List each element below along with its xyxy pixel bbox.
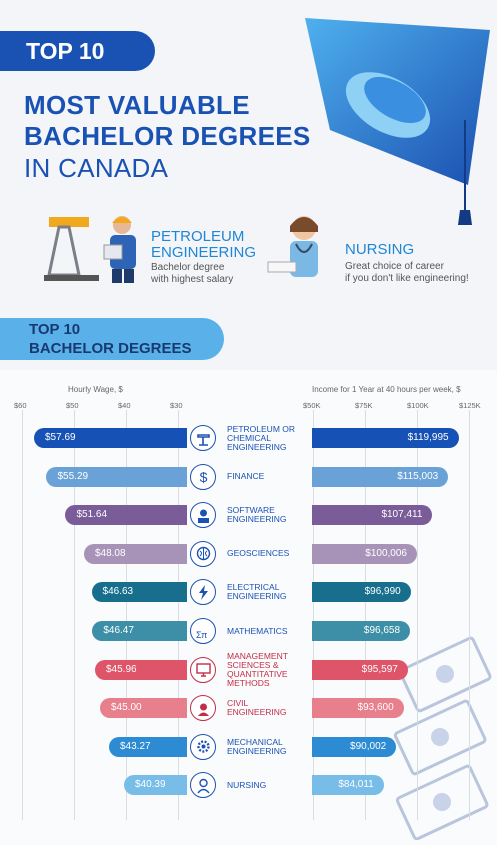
hourly-wage-bar: $48.08 xyxy=(83,543,187,564)
nursing-feature-desc: Great choice of career if you don't like… xyxy=(345,261,469,284)
left-gridline xyxy=(22,410,23,820)
annual-income-bar: $119,995 xyxy=(312,428,459,448)
money-bills-decoration xyxy=(393,636,492,840)
category-label: FINANCE xyxy=(227,471,265,482)
section-line-2: BACHELOR DEGREES xyxy=(29,340,192,357)
annual-income-bar: $95,597 xyxy=(312,659,408,680)
right-gridline xyxy=(469,410,470,820)
category-label: PETROLEUM OR CHEMICAL ENGINEERING xyxy=(227,423,296,452)
left-tick-label: $30 xyxy=(170,401,183,410)
dollar-icon: $ xyxy=(190,463,216,490)
category-label: ELECTRICAL ENGINEERING xyxy=(227,582,287,602)
category-label: CIVIL ENGINEERING xyxy=(227,698,287,718)
graduation-cap-icon xyxy=(305,18,490,225)
oil-worker-illustration xyxy=(44,216,136,283)
annual-income-bar: $96,990 xyxy=(312,582,411,603)
title-line-3: IN CANADA xyxy=(24,153,169,183)
nurse-illustration xyxy=(267,216,318,277)
category-label: GEOSCIENCES xyxy=(227,548,290,559)
hourly-wage-bar: $55.29 xyxy=(46,466,187,487)
hourly-wage-bar: $45.00 xyxy=(100,698,187,719)
hourly-wage-bar: $51.64 xyxy=(65,505,187,526)
annual-income-bar: $115,003 xyxy=(312,466,449,487)
lightning-icon xyxy=(190,579,216,606)
title-line-2: BACHELOR DEGREES xyxy=(24,121,311,151)
svg-text:$: $ xyxy=(199,469,207,485)
hourly-wage-bar: $57.69 xyxy=(34,428,187,448)
category-label: MANAGEMENT SCIENCES & QUANTITATIVE METHO… xyxy=(227,650,288,688)
left-gridline xyxy=(126,410,127,820)
right-tick-label: $100K xyxy=(407,401,429,410)
hourly-wage-bar: $43.27 xyxy=(108,736,187,757)
annual-income-bar: $93,600 xyxy=(312,698,404,719)
left-gridline xyxy=(74,410,75,820)
chart-background xyxy=(0,370,497,845)
annual-income-bar: $96,658 xyxy=(312,621,411,641)
left-tick-label: $50 xyxy=(66,401,79,410)
section-badge xyxy=(0,318,224,360)
left-gridline xyxy=(178,410,179,820)
petroleum-feature-title: PETROLEUM ENGINEERING xyxy=(151,228,257,261)
right-tick-label: $125K xyxy=(459,401,481,410)
right-tick-label: $50K xyxy=(303,401,321,410)
right-gridline xyxy=(365,410,366,820)
math-icon: Σπ xyxy=(190,618,216,644)
annual-income-bar: $90,002 xyxy=(312,736,397,757)
section-line-1: TOP 10 xyxy=(29,321,81,338)
left-tick-label: $40 xyxy=(118,401,131,410)
monitor-chart-icon xyxy=(190,656,216,683)
developer-icon xyxy=(190,502,216,529)
category-label: MATHEMATICS xyxy=(227,625,288,636)
hourly-wage-bar: $46.47 xyxy=(92,621,187,641)
category-label: SOFTWARE ENGINEERING xyxy=(227,505,287,525)
right-gridline xyxy=(313,410,314,820)
svg-text:Σπ: Σπ xyxy=(196,630,207,640)
nursing-feature-title: NURSING xyxy=(345,241,415,258)
category-label: NURSING xyxy=(227,779,267,790)
oil-pump-icon xyxy=(190,425,216,451)
gear-head-icon xyxy=(190,733,216,760)
left-axis-label: Hourly Wage, $ xyxy=(68,385,123,394)
right-tick-label: $75K xyxy=(355,401,373,410)
worker-icon xyxy=(190,695,216,722)
title-line-1: MOST VALUABLE xyxy=(24,90,250,120)
nurse-icon xyxy=(190,772,216,799)
petroleum-feature-desc: Bachelor degree with highest salary xyxy=(151,262,234,285)
left-tick-label: $60 xyxy=(14,401,27,410)
top10-badge: TOP 10 xyxy=(0,31,155,71)
brain-icon xyxy=(190,540,216,567)
right-gridline xyxy=(417,410,418,820)
hourly-wage-bar: $40.39 xyxy=(123,775,187,796)
right-axis-label: Income for 1 Year at 40 hours per week, … xyxy=(312,385,461,394)
hourly-wage-bar: $45.96 xyxy=(95,659,187,680)
category-label: MECHANICAL ENGINEERING xyxy=(227,736,287,756)
hourly-wage-bar: $46.63 xyxy=(91,582,187,603)
annual-income-bar: $107,411 xyxy=(312,505,433,526)
annual-income-bar: $100,006 xyxy=(312,543,417,564)
annual-income-bar: $84,011 xyxy=(312,775,384,796)
